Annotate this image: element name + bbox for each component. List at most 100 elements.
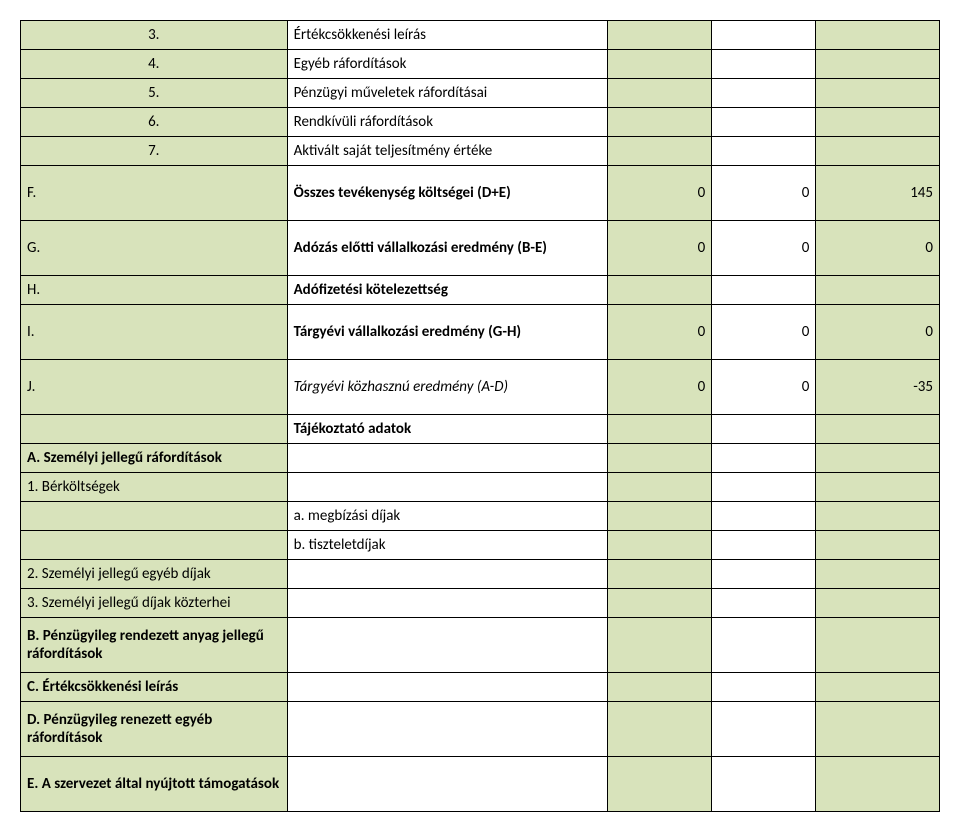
cell bbox=[712, 502, 816, 531]
row-label: 2. Személyi jellegű egyéb díjak bbox=[21, 560, 288, 589]
cell bbox=[816, 137, 940, 166]
sum-label: Összes tevékenység költségei (D+E) bbox=[287, 166, 608, 221]
row-num: 7. bbox=[21, 137, 288, 166]
sum-val-d: 0 bbox=[712, 305, 816, 360]
cell bbox=[816, 444, 940, 473]
cell bbox=[608, 673, 712, 702]
cell bbox=[287, 757, 608, 812]
row-num: 5. bbox=[21, 79, 288, 108]
sum-label: Adófizetési kötelezettség bbox=[287, 276, 608, 305]
cell bbox=[712, 21, 816, 50]
cell bbox=[21, 415, 288, 444]
cell bbox=[287, 444, 608, 473]
cell bbox=[816, 502, 940, 531]
cell bbox=[712, 531, 816, 560]
cell bbox=[816, 21, 940, 50]
sum-key: H. bbox=[21, 276, 288, 305]
cell bbox=[608, 79, 712, 108]
cell bbox=[712, 108, 816, 137]
sum-val-e: 0 bbox=[816, 221, 940, 276]
cell bbox=[816, 560, 940, 589]
row-label: Értékcsökkenési leírás bbox=[287, 21, 608, 50]
sum-key: I. bbox=[21, 305, 288, 360]
cell bbox=[608, 618, 712, 673]
sum-val-c: 0 bbox=[608, 221, 712, 276]
section-d: D. Pénzügyileg renezett egyéb ráfordítás… bbox=[21, 702, 288, 757]
cell bbox=[21, 531, 288, 560]
cell bbox=[712, 673, 816, 702]
sum-val-c: 0 bbox=[608, 166, 712, 221]
cell bbox=[816, 531, 940, 560]
sum-val-d: 0 bbox=[712, 360, 816, 415]
sum-val-c: 0 bbox=[608, 360, 712, 415]
section-b: B. Pénzügyileg rendezett anyag jellegű r… bbox=[21, 618, 288, 673]
sum-val-e: 0 bbox=[816, 305, 940, 360]
cell bbox=[816, 415, 940, 444]
sum-val-c: 0 bbox=[608, 305, 712, 360]
sum-label: Tárgyévi közhasznú eredmény (A-D) bbox=[287, 360, 608, 415]
cell bbox=[816, 618, 940, 673]
cell bbox=[816, 79, 940, 108]
row-num: 6. bbox=[21, 108, 288, 137]
cell bbox=[21, 502, 288, 531]
cell bbox=[712, 473, 816, 502]
cell bbox=[712, 137, 816, 166]
sum-label: Adózás előtti vállalkozási eredmény (B-E… bbox=[287, 221, 608, 276]
info-header: Tájékoztató adatok bbox=[287, 415, 608, 444]
cell bbox=[712, 444, 816, 473]
sum-val-e: -35 bbox=[816, 360, 940, 415]
cell bbox=[287, 673, 608, 702]
cell bbox=[608, 415, 712, 444]
cell bbox=[816, 589, 940, 618]
cell bbox=[608, 108, 712, 137]
row-label: Egyéb ráfordítások bbox=[287, 50, 608, 79]
row-label: Aktivált saját teljesítmény értéke bbox=[287, 137, 608, 166]
cell bbox=[816, 108, 940, 137]
row-label: 3. Személyi jellegű díjak közterhei bbox=[21, 589, 288, 618]
cell bbox=[608, 531, 712, 560]
cell bbox=[816, 702, 940, 757]
cell bbox=[608, 502, 712, 531]
cell bbox=[608, 589, 712, 618]
cell bbox=[287, 473, 608, 502]
cell bbox=[712, 276, 816, 305]
financial-table: 3. Értékcsökkenési leírás 4. Egyéb ráfor… bbox=[20, 20, 940, 812]
cell bbox=[712, 415, 816, 444]
cell bbox=[287, 589, 608, 618]
cell bbox=[287, 702, 608, 757]
cell bbox=[816, 276, 940, 305]
cell bbox=[608, 21, 712, 50]
cell bbox=[816, 757, 940, 812]
cell bbox=[608, 276, 712, 305]
sum-val-e: 145 bbox=[816, 166, 940, 221]
cell bbox=[816, 473, 940, 502]
section-a: A. Személyi jellegű ráfordítások bbox=[21, 444, 288, 473]
cell bbox=[608, 702, 712, 757]
sub-b: b. tiszteletdíjak bbox=[287, 531, 608, 560]
cell bbox=[608, 137, 712, 166]
cell bbox=[608, 560, 712, 589]
cell bbox=[712, 560, 816, 589]
cell bbox=[712, 79, 816, 108]
cell bbox=[608, 473, 712, 502]
cell bbox=[816, 50, 940, 79]
cell bbox=[712, 589, 816, 618]
row-num: 4. bbox=[21, 50, 288, 79]
row-label: 1. Bérköltségek bbox=[21, 473, 288, 502]
cell bbox=[287, 618, 608, 673]
cell bbox=[608, 50, 712, 79]
row-label: Pénzügyi műveletek ráfordításai bbox=[287, 79, 608, 108]
sum-key: G. bbox=[21, 221, 288, 276]
cell bbox=[608, 757, 712, 812]
section-e: E. A szervezet által nyújtott támogatáso… bbox=[21, 757, 288, 812]
sum-label: Tárgyévi vállalkozási eredmény (G-H) bbox=[287, 305, 608, 360]
cell bbox=[816, 673, 940, 702]
row-num: 3. bbox=[21, 21, 288, 50]
sum-val-d: 0 bbox=[712, 166, 816, 221]
sum-key: J. bbox=[21, 360, 288, 415]
section-c: C. Értékcsökkenési leírás bbox=[21, 673, 288, 702]
cell bbox=[712, 618, 816, 673]
cell bbox=[712, 702, 816, 757]
sum-val-d: 0 bbox=[712, 221, 816, 276]
sub-a: a. megbízási díjak bbox=[287, 502, 608, 531]
